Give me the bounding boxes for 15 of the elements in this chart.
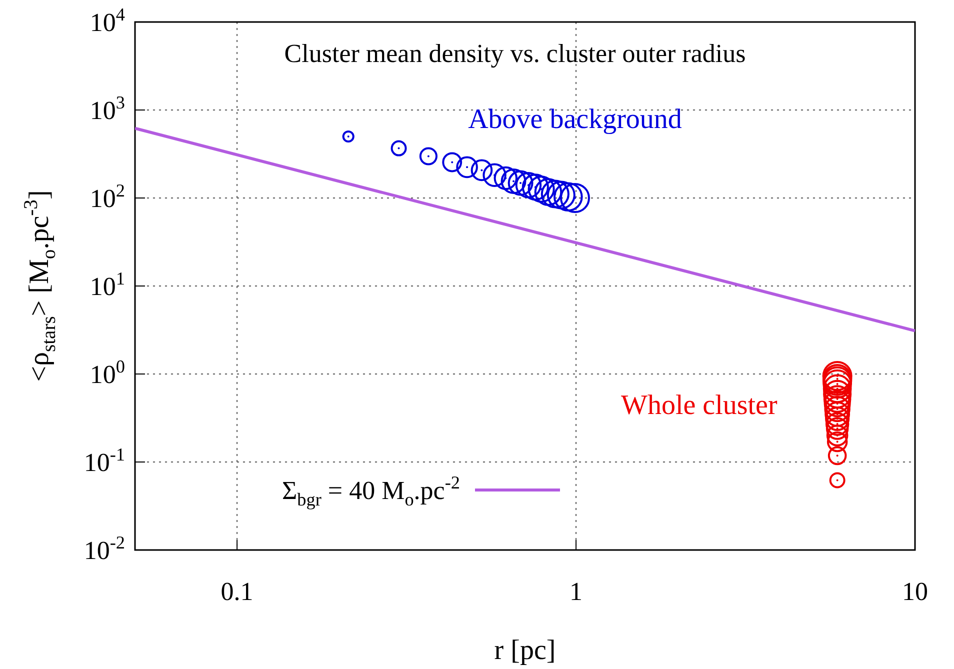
y-tick-label: 10$^{3}$: [90, 92, 125, 125]
y-tick-label: 10$^{4}$: [90, 4, 125, 37]
x-axis-title: r [pc]: [494, 635, 556, 666]
legend-label: Σ$_{bgr}$ = 40 M$_{o}$.pc$^{-2}$: [282, 472, 460, 510]
x-tick-label: 10: [902, 577, 928, 606]
x-tick-label: 0.1: [220, 577, 254, 606]
y-tick-label: 10$^{-2}$: [84, 532, 125, 565]
y-tick-label: 10$^{0}$: [90, 356, 125, 389]
y-tick-label: 10$^{2}$: [90, 180, 125, 213]
y-tick-label: 10$^{1}$: [90, 268, 125, 301]
text: Cluster mean density vs. cluster outer radius: [284, 39, 746, 68]
series-label: Above background: [468, 104, 682, 135]
series-label: Whole cluster: [621, 390, 778, 422]
y-tick-label: 10$^{-1}$: [84, 444, 125, 477]
x-tick-label: 1: [570, 577, 583, 606]
